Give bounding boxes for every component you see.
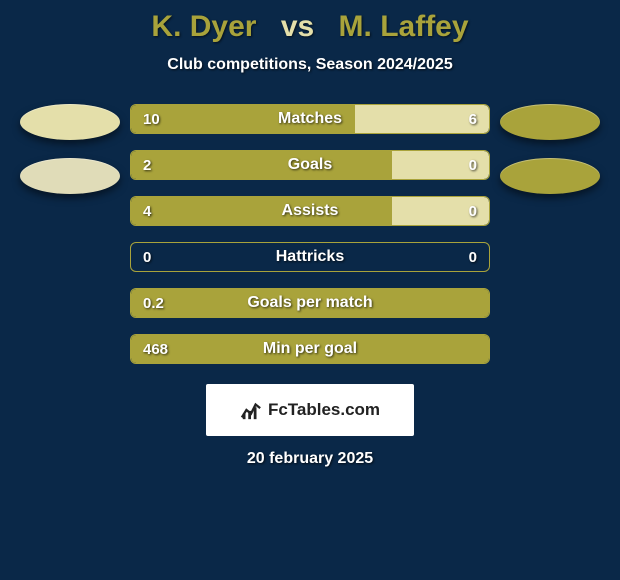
stat-label: Goals: [131, 151, 489, 179]
avatar-left-2: [20, 158, 120, 194]
title: K. Dyer vs M. Laffey: [151, 10, 468, 44]
player2-name: M. Laffey: [339, 10, 469, 43]
avatar-left-1: [20, 104, 120, 140]
stat-label: Hattricks: [131, 243, 489, 271]
stat-label: Matches: [131, 105, 489, 133]
chart-icon: [240, 399, 262, 421]
logo-text: FcTables.com: [268, 400, 380, 420]
avatar-right-2: [500, 158, 600, 194]
stat-row: 40Assists: [130, 196, 490, 226]
stat-row: 468Min per goal: [130, 334, 490, 364]
avatar-right-1: [500, 104, 600, 140]
player1-name: K. Dyer: [151, 10, 256, 43]
comparison-infographic: K. Dyer vs M. Laffey Club competitions, …: [0, 0, 620, 580]
title-vs: vs: [281, 10, 314, 43]
logo: FcTables.com: [240, 399, 380, 421]
stat-row: 0.2Goals per match: [130, 288, 490, 318]
stat-label: Assists: [131, 197, 489, 225]
avatars-left: [10, 104, 130, 212]
logo-box: FcTables.com: [206, 384, 414, 436]
stat-label: Goals per match: [131, 289, 489, 317]
stat-label: Min per goal: [131, 335, 489, 363]
avatars-right: [490, 104, 610, 212]
stat-row: 20Goals: [130, 150, 490, 180]
stat-bars: 106Matches 20Goals 40Assists 00Hattricks 0.2…: [130, 104, 490, 380]
stat-row: 00Hattricks: [130, 242, 490, 272]
date: 20 february 2025: [247, 450, 373, 468]
chart-area: 106Matches 20Goals 40Assists 00Hattricks 0.2…: [0, 104, 620, 380]
stat-row: 106Matches: [130, 104, 490, 134]
subtitle: Club competitions, Season 2024/2025: [167, 56, 452, 74]
